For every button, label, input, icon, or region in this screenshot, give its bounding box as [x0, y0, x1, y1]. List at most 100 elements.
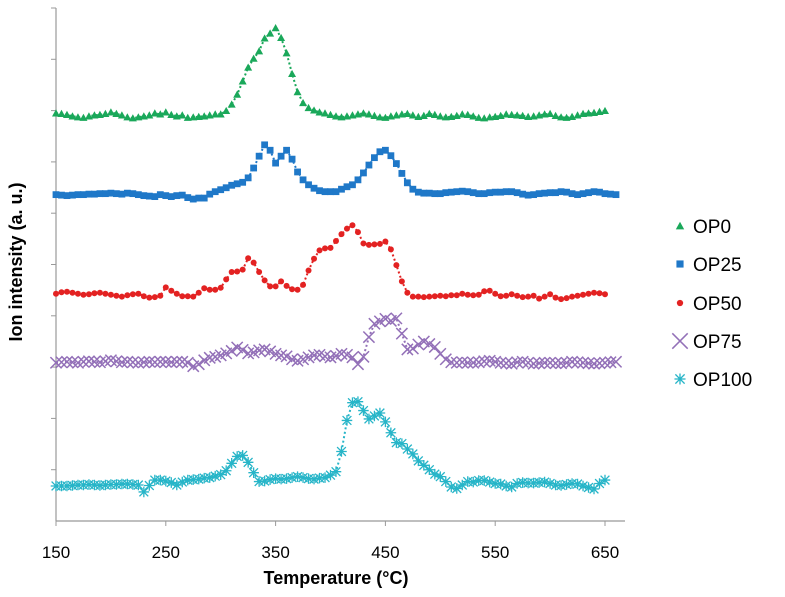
- data-point: [297, 472, 309, 483]
- data-point: [525, 293, 532, 300]
- data-point: [91, 290, 98, 297]
- legend-label: OP50: [693, 294, 742, 315]
- data-point: [294, 168, 301, 176]
- x-tick-label: 150: [42, 543, 70, 562]
- data-point: [150, 109, 159, 117]
- data-point: [360, 240, 367, 247]
- data-point: [118, 293, 125, 300]
- data-point: [519, 190, 527, 198]
- data-point: [204, 472, 215, 483]
- data-point: [513, 189, 521, 197]
- data-point: [168, 287, 175, 294]
- legend-item-op50: OP50: [676, 294, 742, 315]
- data-point: [316, 247, 323, 254]
- data-point: [293, 88, 302, 96]
- series-op100: [50, 396, 611, 498]
- data-point: [375, 113, 384, 121]
- data-point: [310, 106, 319, 114]
- data-point: [530, 191, 538, 199]
- data-point: [474, 113, 483, 121]
- data-point: [300, 281, 307, 288]
- data-point: [365, 241, 372, 248]
- data-point: [349, 222, 356, 229]
- data-point: [602, 291, 608, 298]
- data-point: [184, 293, 191, 300]
- data-point: [369, 410, 380, 422]
- data-point: [189, 113, 198, 121]
- data-point: [561, 479, 572, 490]
- data-point: [206, 286, 213, 293]
- legend-marker: [675, 221, 685, 230]
- data-point: [338, 185, 345, 193]
- data-point: [149, 474, 161, 486]
- data-point: [239, 178, 247, 186]
- data-point: [299, 176, 307, 184]
- data-point: [419, 111, 428, 119]
- series-op50: [53, 222, 608, 303]
- series-layer: [49, 24, 623, 498]
- data-point: [485, 113, 494, 121]
- data-point: [403, 109, 412, 117]
- data-point: [292, 471, 303, 482]
- data-point: [462, 476, 474, 487]
- data-point: [261, 277, 268, 284]
- data-point: [583, 482, 594, 493]
- data-point: [579, 190, 587, 198]
- data-point: [551, 111, 560, 119]
- data-point: [352, 396, 364, 407]
- data-point: [68, 112, 77, 120]
- chart-axes: [51, 7, 625, 526]
- data-point: [310, 184, 318, 192]
- data-point: [133, 479, 144, 491]
- data-point: [609, 355, 623, 368]
- data-point: [475, 190, 483, 198]
- data-point: [374, 407, 386, 419]
- data-point: [489, 478, 501, 489]
- data-point: [52, 109, 60, 117]
- data-point: [151, 193, 159, 201]
- data-point: [396, 438, 408, 449]
- x-tick-labels: 150 250 350 450 550 650: [42, 543, 619, 562]
- data-point: [91, 190, 98, 198]
- data-point: [569, 293, 576, 300]
- data-point: [507, 110, 516, 118]
- data-point: [286, 472, 298, 483]
- data-point: [123, 189, 131, 197]
- data-point: [387, 246, 394, 253]
- data-point: [326, 110, 335, 118]
- data-point: [475, 291, 482, 298]
- data-point: [382, 238, 389, 245]
- data-point: [321, 188, 329, 196]
- data-point: [565, 355, 579, 368]
- data-point: [277, 33, 286, 42]
- data-point: [572, 478, 583, 490]
- data-point: [135, 290, 142, 297]
- data-point: [414, 188, 422, 196]
- data-point: [524, 191, 532, 199]
- data-point: [532, 357, 546, 370]
- data-point: [552, 189, 559, 197]
- data-point: [143, 355, 156, 368]
- data-point: [256, 269, 263, 276]
- data-point: [500, 357, 513, 370]
- data-point: [126, 356, 139, 369]
- legend-label: OP100: [693, 370, 752, 391]
- data-point: [171, 479, 183, 491]
- data-point: [145, 192, 153, 200]
- data-point: [431, 190, 439, 198]
- data-point: [574, 191, 581, 199]
- data-point: [277, 152, 285, 160]
- data-point: [124, 292, 131, 299]
- data-point: [145, 111, 154, 119]
- series-op75: [49, 312, 623, 373]
- data-point: [62, 110, 71, 118]
- data-point: [446, 481, 457, 493]
- data-point: [579, 109, 588, 117]
- data-point: [212, 286, 219, 293]
- data-point: [571, 356, 584, 369]
- data-point: [428, 340, 441, 354]
- data-point: [303, 473, 314, 484]
- data-point: [332, 237, 339, 244]
- series-op0: [52, 24, 609, 122]
